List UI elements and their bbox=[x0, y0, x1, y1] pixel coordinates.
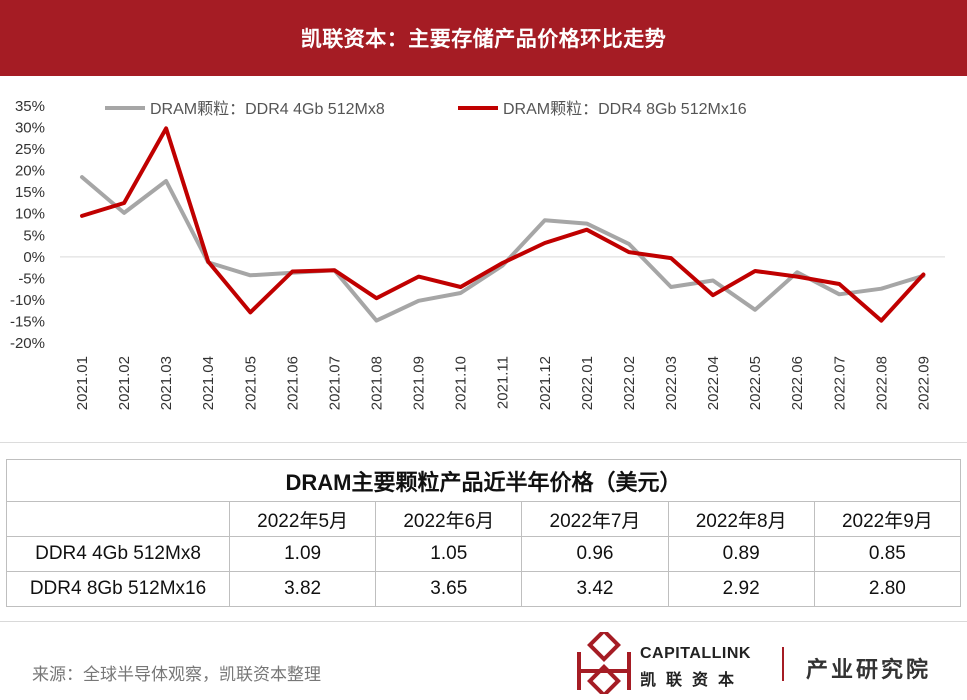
legend-label: DRAM颗粒：DDR4 4Gb 512Mx8 bbox=[150, 100, 385, 118]
row-label: DDR4 8Gb 512Mx16 bbox=[6, 571, 230, 607]
y-tick-label: 30% bbox=[15, 120, 45, 137]
table-header-row: 2022年5月 2022年6月 2022年7月 2022年8月 2022年9月 bbox=[6, 501, 962, 537]
brand-name-cn: 凯联资本 bbox=[640, 670, 745, 689]
x-tick-label: 2022.07 bbox=[831, 356, 848, 410]
x-tick-label: 2022.04 bbox=[705, 356, 722, 410]
x-tick-label: 2022.09 bbox=[915, 356, 932, 410]
table-header-cell: 2022年9月 bbox=[813, 501, 962, 537]
x-tick-label: 2022.05 bbox=[747, 356, 764, 410]
capitallink-logo bbox=[577, 632, 631, 694]
table-cell: 3.42 bbox=[521, 571, 669, 607]
y-tick-label: -10% bbox=[10, 292, 45, 309]
table-cell: 0.89 bbox=[667, 536, 815, 572]
table-header-cell: 2022年8月 bbox=[667, 501, 815, 537]
y-tick-label: 5% bbox=[23, 227, 45, 244]
table-header-cell: 2022年5月 bbox=[228, 501, 377, 537]
section-divider bbox=[0, 442, 967, 443]
y-tick-label: 10% bbox=[15, 206, 45, 223]
x-tick-label: 2021.03 bbox=[158, 356, 175, 410]
table-row: DDR4 8Gb 512Mx16 3.82 3.65 3.42 2.92 2.8… bbox=[6, 571, 962, 607]
x-tick-label: 2022.02 bbox=[621, 356, 638, 410]
x-tick-label: 2022.01 bbox=[579, 356, 596, 410]
table-header-cell bbox=[6, 501, 230, 537]
series-line-2 bbox=[80, 126, 926, 323]
footer-divider bbox=[0, 621, 967, 622]
y-tick-label: -15% bbox=[10, 313, 45, 330]
source-note: 来源：全球半导体观察，凯联资本整理 bbox=[32, 665, 321, 685]
y-tick-label: 20% bbox=[15, 163, 45, 180]
x-tick-label: 2021.10 bbox=[453, 356, 470, 410]
price-table: DRAM主要颗粒产品近半年价格（美元） 2022年5月 2022年6月 2022… bbox=[6, 459, 962, 607]
y-tick-label: 0% bbox=[23, 249, 45, 266]
chart-series bbox=[80, 126, 926, 323]
brand-name-en: CAPITALLINK bbox=[640, 645, 751, 662]
table-header-cell: 2022年6月 bbox=[375, 501, 523, 537]
x-tick-label: 2021.08 bbox=[368, 356, 385, 410]
x-tick-label: 2022.03 bbox=[663, 356, 680, 410]
table-cell: 3.82 bbox=[228, 571, 377, 607]
legend-label: DRAM颗粒：DDR4 8Gb 512Mx16 bbox=[503, 100, 747, 118]
row-label: DDR4 4Gb 512Mx8 bbox=[6, 536, 230, 572]
x-tick-label: 2021.11 bbox=[495, 356, 512, 409]
x-tick-label: 2021.06 bbox=[284, 356, 301, 410]
y-tick-label: -5% bbox=[18, 270, 45, 287]
table-header-cell: 2022年7月 bbox=[521, 501, 669, 537]
line-chart: 35% 30% 25% 20% 15% 10% 5% 0% -5% -10% -15% -20% 202… bbox=[10, 98, 945, 410]
table-cell: 0.85 bbox=[813, 536, 962, 572]
brand-tagline: 产业研究院 bbox=[806, 657, 932, 683]
x-tick-label: 2021.09 bbox=[411, 356, 428, 410]
x-tick-label: 2021.07 bbox=[326, 356, 343, 410]
series-line-1 bbox=[80, 175, 926, 323]
x-tick-label: 2021.12 bbox=[537, 356, 554, 410]
table-cell: 3.65 bbox=[375, 571, 523, 607]
chart-legend: DRAM颗粒：DDR4 4Gb 512Mx8 DRAM颗粒：DDR4 8Gb 51… bbox=[105, 100, 747, 118]
table-cell: 2.80 bbox=[813, 571, 962, 607]
x-tick-label: 2021.04 bbox=[200, 356, 217, 410]
table-cell: 1.09 bbox=[228, 536, 377, 572]
table-title: DRAM主要颗粒产品近半年价格（美元） bbox=[6, 459, 961, 502]
table-row: DDR4 4Gb 512Mx8 1.09 1.05 0.96 0.89 0.85 bbox=[6, 536, 962, 572]
x-tick-label: 2022.08 bbox=[873, 356, 890, 410]
table-cell: 0.96 bbox=[521, 536, 669, 572]
y-tick-label: 35% bbox=[15, 98, 45, 115]
banner-title: 凯联资本：主要存储产品价格环比走势 bbox=[0, 0, 967, 76]
x-tick-label: 2022.06 bbox=[789, 356, 806, 410]
x-tick-label: 2021.02 bbox=[116, 356, 133, 410]
y-tick-label: 15% bbox=[15, 184, 45, 201]
table-cell: 2.92 bbox=[667, 571, 815, 607]
y-tick-label: -20% bbox=[10, 335, 45, 352]
x-tick-label: 2021.05 bbox=[242, 356, 259, 410]
chart-axes: 35% 30% 25% 20% 15% 10% 5% 0% -5% -10% -15% -20% 202… bbox=[10, 98, 945, 410]
table-cell: 1.05 bbox=[375, 536, 523, 572]
y-tick-label: 25% bbox=[15, 141, 45, 158]
brand-separator bbox=[782, 647, 784, 681]
x-tick-label: 2021.01 bbox=[74, 356, 91, 410]
